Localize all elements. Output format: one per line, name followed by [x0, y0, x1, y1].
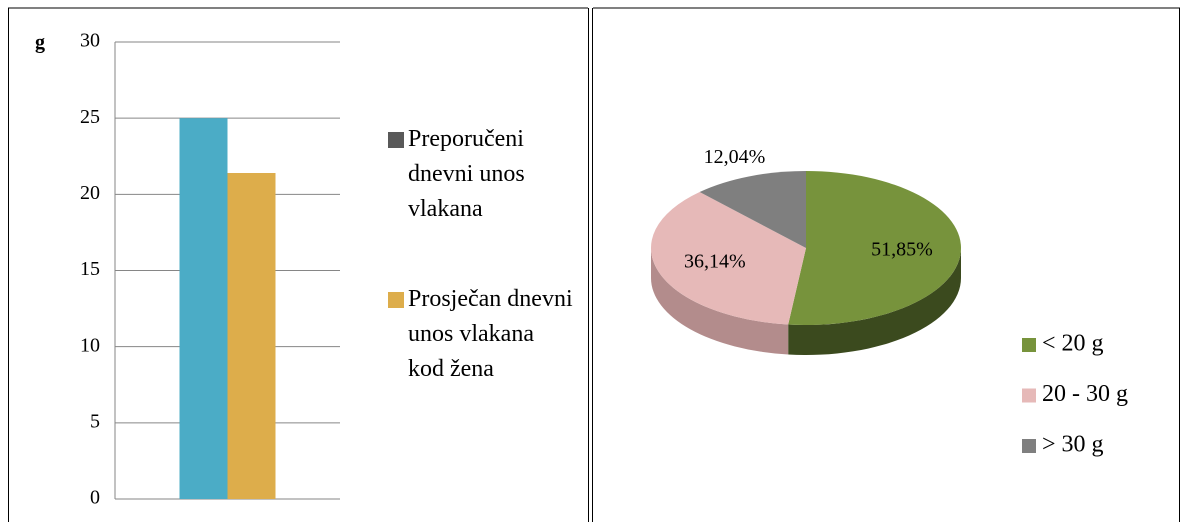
pie-slice — [651, 191, 806, 325]
bar — [179, 118, 228, 500]
y-tick-label: 30 — [80, 30, 100, 52]
data-label: 51,85% — [871, 238, 933, 260]
pie-side — [788, 248, 961, 355]
legend-marker — [388, 292, 404, 308]
y-tick-label: 20 — [80, 182, 100, 204]
legend-marker — [388, 132, 404, 148]
bar — [227, 173, 276, 500]
y-tick-label: 10 — [80, 334, 100, 356]
legend-label: Prosječan dnevni unos vlakana kod žena — [408, 286, 579, 382]
y-tick-label: 5 — [90, 410, 100, 432]
legend-label: Preporučeni dnevni unos vlakana — [408, 126, 531, 222]
legend-marker — [1022, 338, 1036, 352]
pie-slice — [788, 171, 962, 325]
pie-slice — [699, 171, 806, 248]
legend-label: > 30 g — [1042, 432, 1104, 458]
legend-marker — [1022, 388, 1036, 403]
legend-label: < 20 g — [1042, 331, 1104, 357]
y-tick-label: 0 — [90, 487, 100, 509]
y-tick-label: 25 — [80, 106, 100, 128]
pie-side — [651, 248, 789, 355]
frame — [8, 7, 1180, 522]
data-label: 12,04% — [704, 146, 766, 168]
y-tick-label: 15 — [80, 258, 100, 280]
legend-marker — [1022, 439, 1036, 453]
data-label: 36,14% — [684, 251, 746, 273]
legend-label: 20 - 30 g — [1042, 381, 1128, 407]
y-axis-label: g — [35, 32, 45, 54]
